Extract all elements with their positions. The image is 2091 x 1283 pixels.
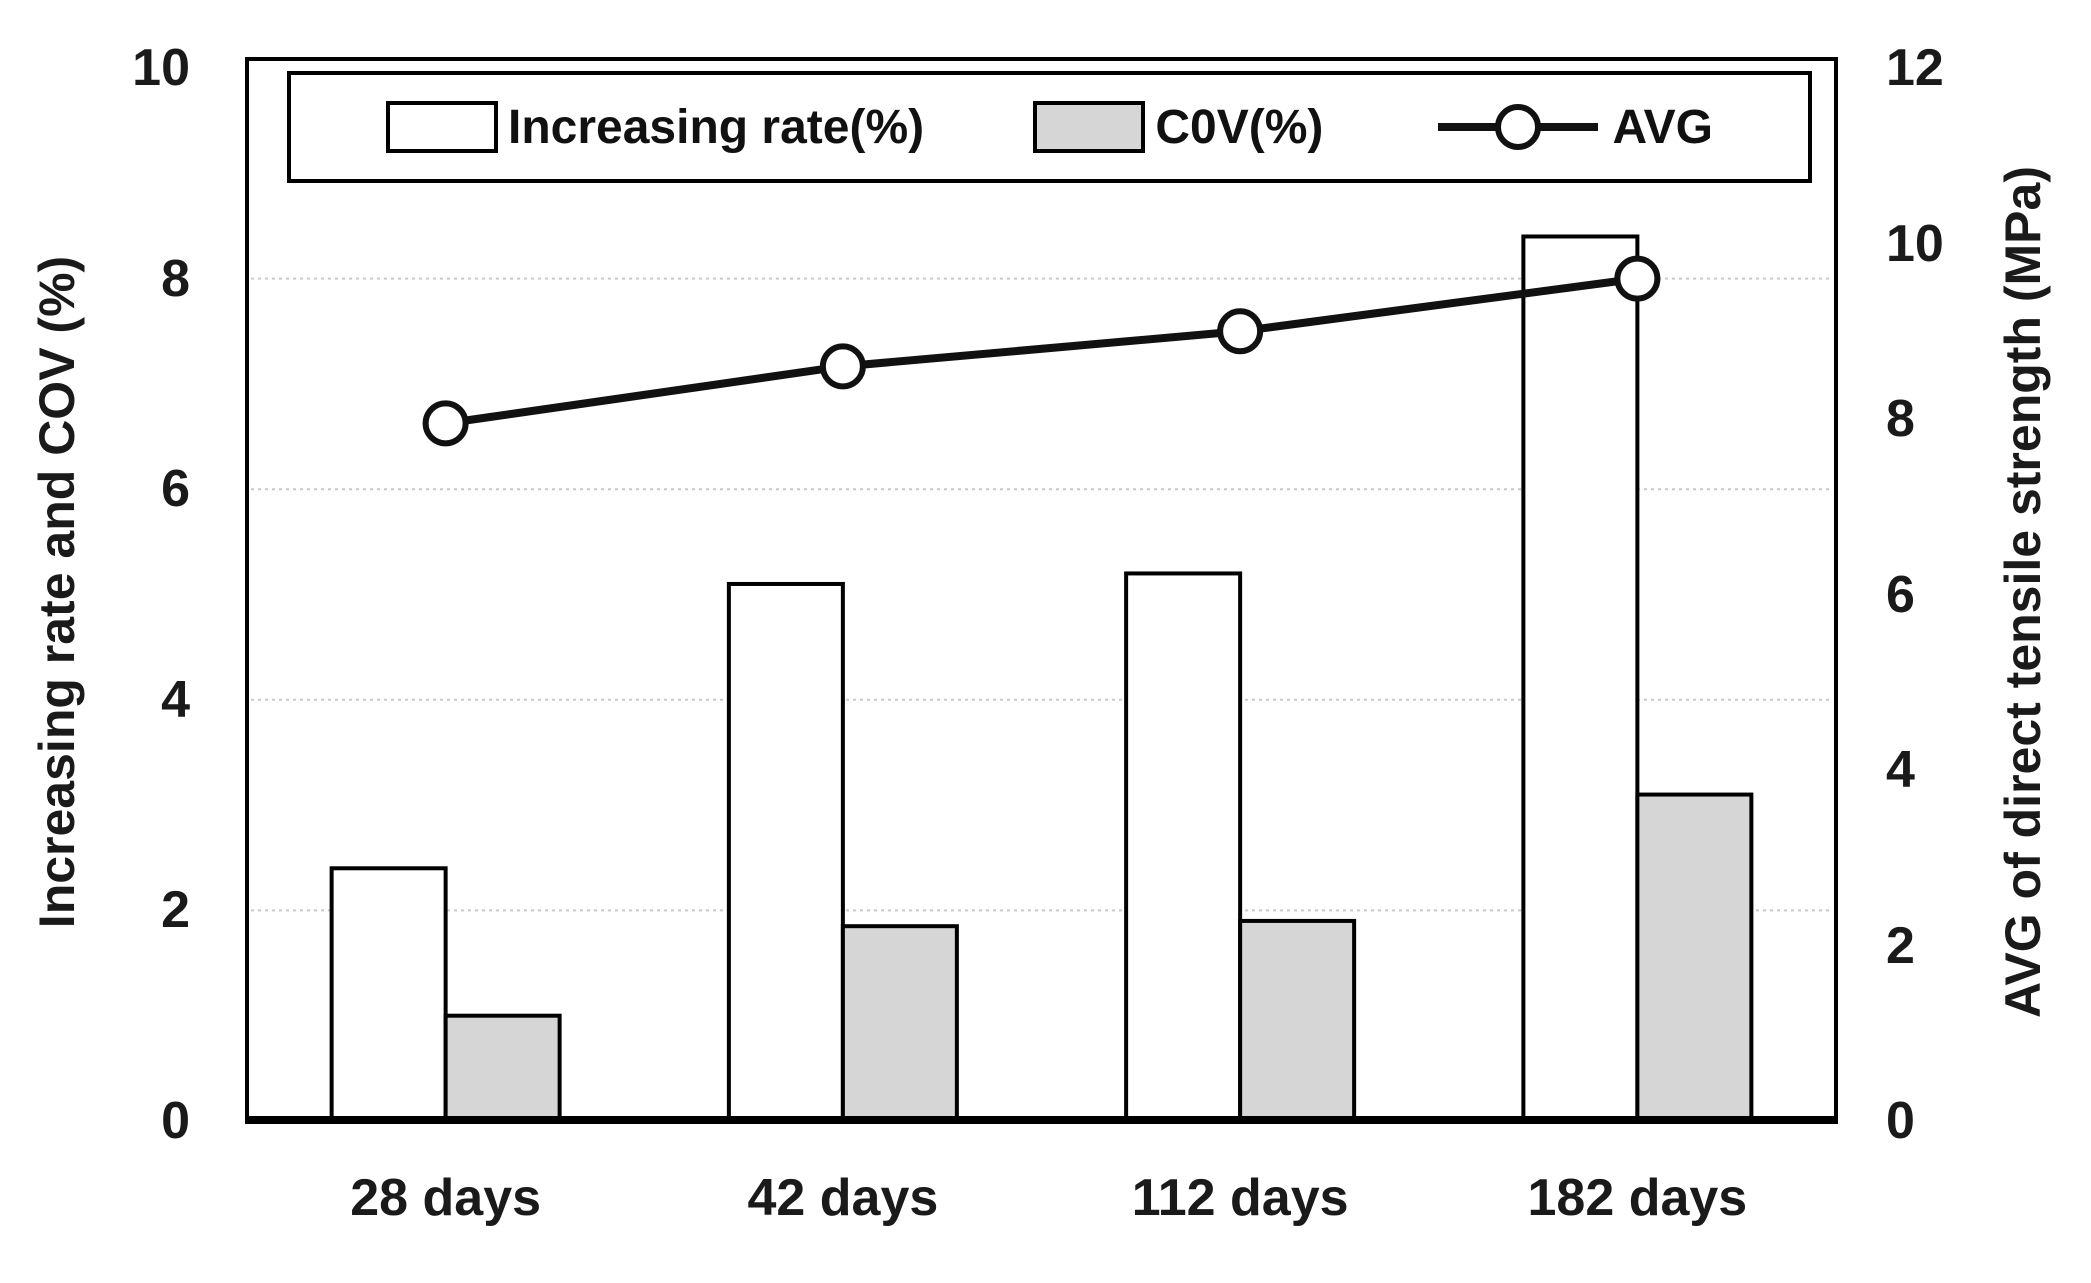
bar-increasing-rate — [726, 581, 845, 1123]
legend-label-avg: AVG — [1612, 100, 1713, 154]
right-axis-tick: 0 — [1886, 1092, 1915, 1150]
left-axis-tick: 4 — [161, 670, 190, 729]
avg-marker — [422, 400, 469, 447]
left-axis-tick: 0 — [161, 1092, 190, 1150]
left-axis-tick: 8 — [161, 249, 190, 308]
x-axis-label: 42 days — [747, 1169, 939, 1227]
cov-swatch-icon — [1033, 101, 1146, 153]
right-axis-tick: 6 — [1886, 565, 1915, 624]
increasing-rate-swatch-icon — [386, 101, 498, 153]
x-axis-label: 182 days — [1527, 1169, 1748, 1227]
legend-label-cov: C0V(%) — [1155, 100, 1324, 154]
avg-line-marker-icon — [1437, 104, 1598, 150]
bar-cov — [840, 924, 959, 1123]
bar-increasing-rate — [1521, 234, 1640, 1124]
right-axis-tick: 4 — [1886, 741, 1915, 799]
bar-cov — [1635, 792, 1754, 1123]
left-axis-tick: 2 — [161, 881, 190, 940]
bar-increasing-rate — [1124, 571, 1243, 1123]
legend-label-increasing-rate: Increasing rate(%) — [508, 100, 925, 154]
bar-cov — [443, 1013, 562, 1124]
right-axis-tick: 8 — [1886, 390, 1915, 448]
legend-item-avg: AVG — [1433, 97, 1713, 157]
right-axis-tick: 12 — [1886, 39, 1944, 97]
x-axis-label: 28 days — [350, 1169, 542, 1227]
right-axis-tick: 2 — [1886, 916, 1915, 975]
legend: Increasing rate(%) C0V(%) AVG — [287, 71, 1812, 183]
x-axis-label: 112 days — [1131, 1169, 1349, 1227]
bar-increasing-rate — [329, 866, 448, 1124]
avg-marker — [819, 343, 866, 390]
legend-item-cov: C0V(%) — [1033, 100, 1323, 155]
left-axis-tick: 10 — [132, 39, 190, 97]
right-axis-tick: 10 — [1886, 214, 1944, 273]
left-axis-title: Increasing rate and COV (%) — [29, 255, 85, 929]
avg-marker — [1217, 308, 1264, 355]
legend-item-increasing-rate: Increasing rate(%) — [386, 100, 924, 155]
left-axis-tick: 6 — [161, 460, 190, 519]
avg-line — [445, 274, 1638, 428]
bar-cov — [1238, 918, 1357, 1123]
avg-marker — [1614, 255, 1661, 302]
